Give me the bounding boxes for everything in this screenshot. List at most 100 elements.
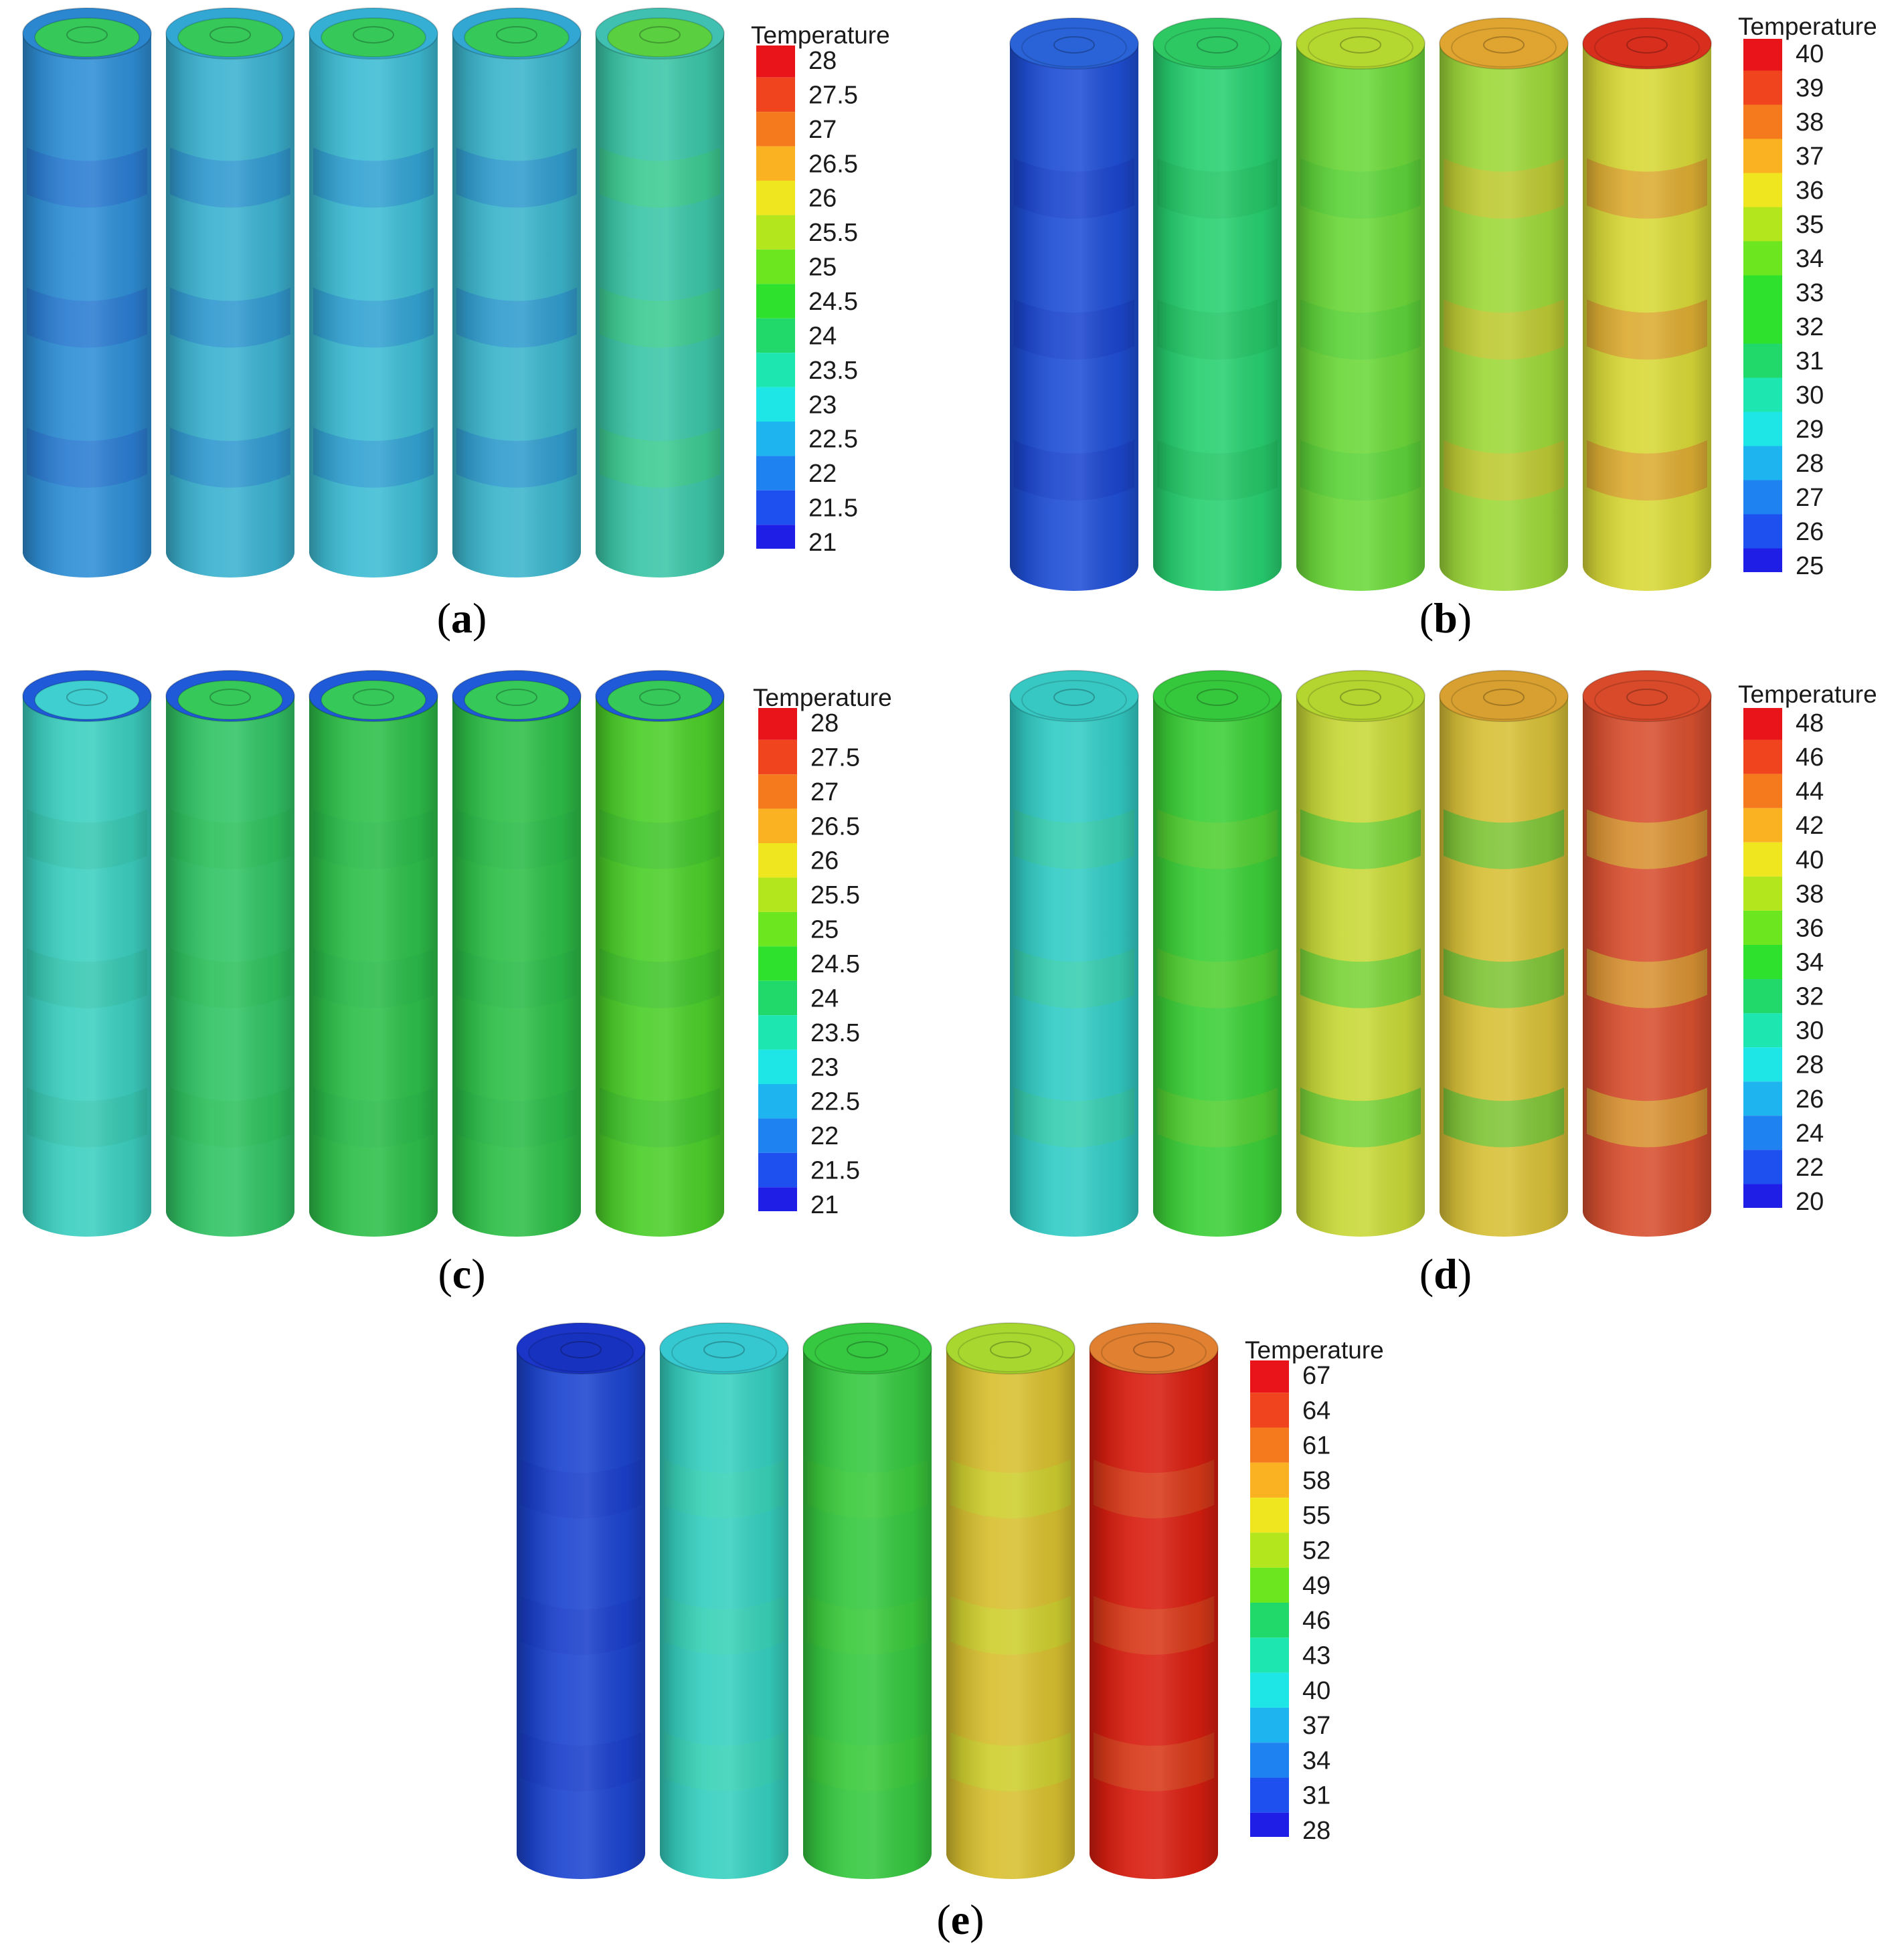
battery-cell bbox=[1009, 670, 1139, 1237]
legend-color-swatch bbox=[756, 112, 795, 147]
battery-cell bbox=[1152, 17, 1282, 591]
battery-cell bbox=[946, 1322, 1075, 1879]
legend-tick-label: 46 bbox=[1302, 1607, 1330, 1635]
cell-terminal bbox=[353, 26, 394, 43]
legend-color-swatch bbox=[1743, 70, 1782, 105]
legend-tick-label: 24 bbox=[808, 322, 837, 350]
cell-shading bbox=[517, 1348, 645, 1879]
legend-tick-label: 26.5 bbox=[810, 812, 860, 840]
legend-tick-label: 24.5 bbox=[810, 950, 860, 978]
cell-terminal bbox=[703, 1341, 745, 1358]
legend-color-swatch bbox=[1743, 876, 1782, 911]
legend-color-swatch bbox=[756, 146, 795, 181]
battery-cell bbox=[309, 7, 438, 577]
legend-tick-label: 24.5 bbox=[808, 288, 858, 316]
cell-terminal bbox=[1340, 689, 1381, 706]
legend-tick-label: 36 bbox=[1796, 177, 1824, 205]
legend-color-swatch bbox=[758, 911, 797, 947]
legend-color-swatch bbox=[758, 774, 797, 809]
legend-color-swatch bbox=[1743, 104, 1782, 139]
cell-shading bbox=[1153, 43, 1282, 591]
battery-cell bbox=[1582, 17, 1712, 591]
cell-shading bbox=[309, 33, 438, 577]
legend-tick-label: 44 bbox=[1796, 778, 1824, 806]
legend-color-swatch bbox=[1743, 139, 1782, 173]
legend-tick-label: 27 bbox=[810, 778, 839, 806]
battery-cell bbox=[595, 7, 725, 577]
battery-cell bbox=[659, 1322, 789, 1879]
battery-cell bbox=[22, 670, 152, 1237]
battery-cell bbox=[802, 1322, 932, 1879]
cell-terminal bbox=[847, 1341, 888, 1358]
legend-tick-label: 22 bbox=[810, 1122, 839, 1150]
legend-tick-label: 30 bbox=[1796, 381, 1824, 410]
legend-tick-label: 23.5 bbox=[810, 1019, 860, 1047]
panel-letter: c bbox=[452, 1250, 471, 1298]
battery-cell bbox=[309, 670, 438, 1237]
legend-tick-label: 67 bbox=[1302, 1362, 1330, 1390]
cell-shading bbox=[452, 696, 581, 1237]
battery-cell bbox=[1296, 17, 1425, 591]
legend-color-swatch bbox=[756, 284, 795, 319]
battery-cell bbox=[1296, 670, 1425, 1237]
legend-color-swatch bbox=[1250, 1532, 1289, 1568]
battery-cell bbox=[1089, 1322, 1219, 1879]
panel-letter: d bbox=[1434, 1250, 1458, 1298]
legend-color-swatch bbox=[1743, 548, 1782, 572]
legend-tick-label: 25.5 bbox=[808, 219, 858, 247]
legend-color-swatch bbox=[1743, 1081, 1782, 1116]
legend-color-swatch bbox=[756, 46, 795, 78]
cell-shading bbox=[596, 696, 724, 1237]
legend-color-swatch bbox=[1250, 1360, 1289, 1393]
legend-tick-label: 29 bbox=[1796, 416, 1824, 444]
cell-shading bbox=[946, 1348, 1075, 1879]
battery-cell-row bbox=[1009, 670, 1712, 1237]
legend-color-swatch bbox=[1743, 173, 1782, 207]
legend-tick-label: 28 bbox=[808, 47, 837, 75]
cell-shading bbox=[166, 696, 294, 1237]
cell-shading bbox=[803, 1348, 932, 1879]
legend-tick-label: 25 bbox=[1796, 552, 1824, 580]
legend-color-swatch bbox=[758, 1152, 797, 1188]
cell-shading bbox=[1440, 43, 1568, 591]
legend-tick-label: 26.5 bbox=[808, 150, 858, 178]
cell-shading bbox=[309, 696, 438, 1237]
legend-color-swatch bbox=[1743, 708, 1782, 740]
legend-color-swatch bbox=[756, 77, 795, 112]
cell-shading bbox=[1153, 696, 1282, 1237]
legend-tick-label: 28 bbox=[1796, 450, 1824, 478]
legend-tick-label: 26 bbox=[808, 185, 837, 213]
legend-color-swatch bbox=[756, 249, 795, 284]
cell-shading bbox=[166, 33, 294, 577]
legend-tick-label: 61 bbox=[1302, 1432, 1330, 1460]
cell-terminal bbox=[353, 689, 394, 706]
legend-tick-label: 21.5 bbox=[808, 495, 858, 523]
legend-tick-label: 24 bbox=[810, 984, 839, 1012]
legend-color-swatch bbox=[758, 1187, 797, 1211]
legend-tick-label: 40 bbox=[1796, 40, 1824, 68]
legend-tick-label: 31 bbox=[1302, 1782, 1330, 1810]
cell-shading bbox=[1090, 1348, 1218, 1879]
cell-shading bbox=[1583, 43, 1711, 591]
legend-title: Temperature bbox=[751, 21, 890, 49]
legend-tick-label: 38 bbox=[1796, 108, 1824, 137]
legend-tick-label: 39 bbox=[1796, 74, 1824, 102]
battery-cell bbox=[595, 670, 725, 1237]
legend-color-swatch bbox=[756, 387, 795, 422]
legend-color-swatch bbox=[1250, 1707, 1289, 1743]
legend-color-swatch bbox=[1743, 514, 1782, 549]
cell-shading bbox=[1583, 696, 1711, 1237]
cell-terminal bbox=[209, 26, 251, 43]
legend-color-swatch bbox=[1743, 774, 1782, 808]
cell-terminal bbox=[990, 1341, 1031, 1358]
legend-color-swatch bbox=[1250, 1462, 1289, 1498]
legend-tick-label: 26 bbox=[1796, 1085, 1824, 1114]
legend-title: Temperature bbox=[753, 684, 892, 711]
cell-terminal bbox=[639, 689, 681, 706]
legend-tick-label: 23.5 bbox=[808, 357, 858, 385]
